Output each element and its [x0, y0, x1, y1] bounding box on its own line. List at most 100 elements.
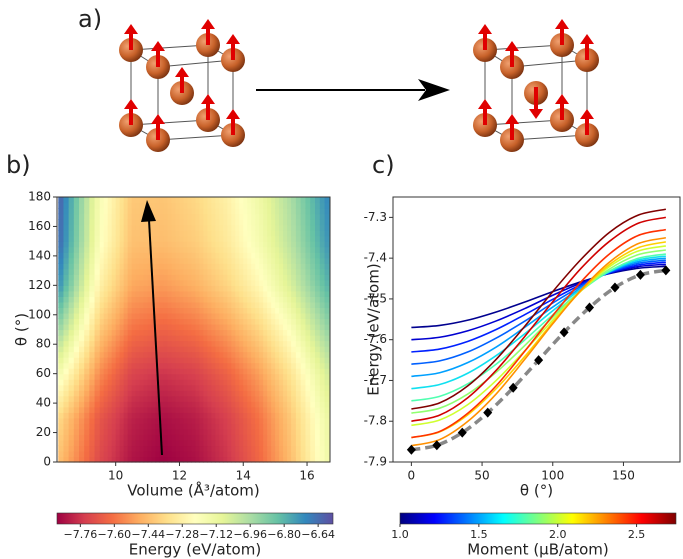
- energy-cell: [187, 213, 193, 220]
- energy-cell: [287, 213, 292, 220]
- colorbar-tick-label: 2.5: [628, 528, 646, 541]
- energy-cell: [68, 357, 75, 364]
- energy-cell: [179, 241, 185, 248]
- energy-cell: [235, 307, 240, 314]
- energy-cell: [267, 384, 272, 391]
- energy-cell: [63, 362, 70, 369]
- energy-cell: [279, 395, 284, 402]
- energy-cell: [159, 301, 165, 309]
- colorbar-tick-label: −7.12: [199, 528, 233, 541]
- energy-cell: [267, 401, 272, 408]
- energy-cell: [163, 323, 169, 331]
- energy-cell: [291, 318, 297, 325]
- energy-cell: [135, 285, 141, 292]
- energy-cell: [107, 362, 113, 369]
- energy-cell: [123, 235, 129, 242]
- energy-cell: [203, 213, 208, 220]
- energy-cell: [131, 257, 137, 264]
- energy-cell: [171, 279, 177, 286]
- energy-cell: [111, 224, 117, 231]
- energy-cell: [235, 318, 240, 325]
- energy-cell: [271, 219, 276, 226]
- energy-cell: [135, 456, 141, 463]
- energy-cell: [151, 230, 157, 237]
- energy-cell: [215, 335, 220, 342]
- energy-cell: [187, 395, 193, 402]
- energy-cell: [267, 197, 272, 204]
- energy-cell: [275, 340, 280, 347]
- energy-cell: [231, 263, 236, 270]
- energy-cell: [271, 213, 276, 220]
- energy-cell: [167, 318, 173, 325]
- energy-cell: [155, 357, 161, 364]
- energy-cell: [251, 202, 256, 209]
- energy-cell: [99, 412, 105, 419]
- energy-cell: [315, 329, 321, 336]
- energy-cell: [295, 296, 302, 303]
- energy-cell: [163, 379, 169, 386]
- energy-cell: [139, 268, 145, 275]
- energy-cell: [135, 296, 141, 303]
- energy-cell: [255, 390, 260, 397]
- energy-cell: [259, 230, 264, 237]
- energy-cell: [163, 307, 169, 314]
- energy-cell: [127, 235, 133, 242]
- energy-cell: [283, 373, 288, 380]
- energy-cell: [143, 323, 149, 331]
- energy-cell: [275, 423, 280, 430]
- energy-cell: [279, 274, 284, 281]
- energy-cell: [305, 246, 311, 253]
- energy-cell: [187, 290, 193, 297]
- energy-cell: [131, 379, 137, 386]
- energy-cell: [147, 368, 153, 375]
- energy-cell: [107, 230, 113, 237]
- energy-cell: [167, 434, 173, 441]
- energy-cell: [291, 379, 297, 386]
- energy-cell: [143, 434, 149, 441]
- energy-cell: [247, 323, 252, 331]
- energy-cell: [235, 268, 240, 275]
- energy-cell: [135, 406, 141, 413]
- energy-cell: [215, 428, 220, 435]
- energy-cell: [231, 224, 236, 231]
- energy-cell: [315, 390, 321, 397]
- energy-cell: [271, 445, 276, 452]
- energy-cell: [207, 279, 212, 286]
- energy-cell: [267, 412, 272, 419]
- energy-cell: [275, 379, 280, 386]
- energy-cell: [227, 351, 232, 358]
- energy-cell: [159, 213, 165, 220]
- energy-cell: [235, 395, 240, 402]
- energy-cell: [187, 412, 193, 419]
- x-tick-label: 100: [541, 469, 564, 483]
- energy-cell: [94, 208, 101, 215]
- energy-cell: [147, 456, 153, 463]
- energy-cell: [291, 235, 297, 242]
- energy-cell: [305, 346, 311, 353]
- energy-cell: [103, 246, 109, 253]
- energy-cell: [151, 450, 157, 458]
- energy-cell: [187, 434, 193, 441]
- energy-cell: [111, 285, 117, 292]
- energy-cell: [73, 329, 80, 336]
- energy-cell: [199, 274, 204, 281]
- energy-cell: [295, 423, 302, 430]
- energy-cell: [155, 241, 161, 248]
- energy-cell: [195, 384, 201, 391]
- energy-cell: [99, 329, 105, 336]
- energy-cell: [239, 351, 244, 358]
- energy-cell: [135, 439, 141, 447]
- energy-cell: [135, 384, 141, 391]
- energy-cell: [135, 401, 141, 408]
- energy-cell: [231, 406, 236, 413]
- energy-cell: [315, 439, 321, 447]
- energy-cell: [219, 197, 224, 204]
- energy-cell: [135, 235, 141, 242]
- energy-cell: [279, 213, 284, 220]
- energy-cell: [68, 395, 75, 402]
- energy-cell: [223, 340, 228, 347]
- energy-cell: [211, 241, 216, 248]
- energy-cell: [163, 346, 169, 353]
- energy-cell: [305, 406, 311, 413]
- energy-cell: [227, 384, 232, 391]
